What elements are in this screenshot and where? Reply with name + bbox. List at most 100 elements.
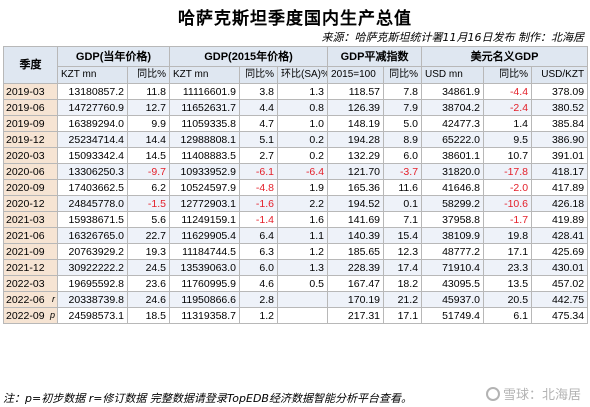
value-cell: 17.1 — [383, 307, 423, 324]
value-cell: -1.5 — [126, 195, 171, 212]
quarter-cell: 2019-09 — [3, 115, 58, 132]
value-cell: 7.9 — [383, 99, 423, 116]
value-cell: 391.01 — [531, 147, 589, 164]
quarter-label: 2020-03 — [6, 149, 45, 162]
value-cell: 13306250.3 — [57, 163, 128, 180]
quarter-cell: 2021-12 — [3, 259, 58, 276]
value-cell: 16389294.0 — [57, 115, 128, 132]
header-group-gdp-2015: GDP(2015年价格) — [169, 46, 329, 67]
value-cell: 58299.2 — [421, 195, 485, 212]
value-cell: 378.09 — [531, 83, 589, 100]
table-row: 2022-03 19695592.8 23.6 11760995.9 4.6 0.5 167… — [3, 275, 589, 292]
table-row: 2021-03 15938671.5 5.6 11249159.1 -1.4 1.6 141… — [3, 211, 589, 228]
value-cell: 4.4 — [239, 99, 279, 116]
value-cell: 167.47 — [327, 275, 385, 292]
quarter-label: 2022-06 — [6, 293, 45, 306]
value-cell: 418.17 — [531, 163, 589, 180]
value-cell: 16326765.0 — [57, 227, 128, 244]
value-cell: 14727760.9 — [57, 99, 128, 116]
value-cell: 475.34 — [531, 307, 589, 324]
value-cell: -1.6 — [239, 195, 279, 212]
value-cell: 194.52 — [327, 195, 385, 212]
value-cell: 0.8 — [277, 99, 329, 116]
value-cell: 13539063.0 — [169, 259, 241, 276]
quarter-cell: 2022-03 — [3, 275, 58, 292]
value-cell: 38601.1 — [421, 147, 485, 164]
table-row: 2020-12 24845778.0 -1.5 12772903.1 -1.6 2.2 19… — [3, 195, 589, 212]
value-cell: 185.65 — [327, 243, 385, 260]
value-cell: -6.4 — [277, 163, 329, 180]
value-cell: 0.2 — [277, 131, 329, 148]
value-cell: 15938671.5 — [57, 211, 128, 228]
quarter-label: 2021-09 — [6, 245, 45, 258]
value-cell: 23.3 — [483, 259, 533, 276]
value-cell: 43095.5 — [421, 275, 485, 292]
value-cell: 12.3 — [383, 243, 423, 260]
value-cell: 457.02 — [531, 275, 589, 292]
value-cell: 141.69 — [327, 211, 385, 228]
gdp-table: 季度 GDP(当年价格) GDP(2015年价格) GDP平减指数 美元名义GD… — [3, 46, 589, 324]
quarter-label: 2022-03 — [6, 277, 45, 290]
value-cell: 12772903.1 — [169, 195, 241, 212]
value-cell: 1.4 — [483, 115, 533, 132]
quarter-cell: 2019-03 — [3, 83, 58, 100]
value-cell: 1.3 — [277, 259, 329, 276]
value-cell: 0.2 — [277, 147, 329, 164]
value-cell: 6.4 — [239, 227, 279, 244]
quarter-cell: 2020-09 — [3, 179, 58, 196]
value-cell: 22.7 — [126, 227, 171, 244]
value-cell: 11249159.1 — [169, 211, 241, 228]
value-cell: 12.7 — [126, 99, 171, 116]
value-cell: -2.4 — [483, 99, 533, 116]
value-cell: 194.28 — [327, 131, 385, 148]
value-cell: 425.69 — [531, 243, 589, 260]
quarter-cell: 2021-06 — [3, 227, 58, 244]
value-cell: 126.39 — [327, 99, 385, 116]
subheader-cell: 同比% — [483, 66, 533, 84]
value-cell: 11950866.6 — [169, 291, 241, 308]
value-cell: 41646.8 — [421, 179, 485, 196]
quarter-label: 2019-03 — [6, 85, 45, 98]
table-row: 2019-12 25234714.4 14.4 12988808.1 5.1 0.2 194… — [3, 131, 589, 148]
value-cell: 11116601.9 — [169, 83, 241, 100]
value-cell: 12988808.1 — [169, 131, 241, 148]
value-cell: 24845778.0 — [57, 195, 128, 212]
table-row: 2020-06 13306250.3 -9.7 10933952.9 -6.1 -6.4 1… — [3, 163, 589, 180]
quarter-label: 2021-03 — [6, 213, 45, 226]
value-cell: 13180857.2 — [57, 83, 128, 100]
header-quarter: 季度 — [3, 46, 58, 84]
value-cell: -4.8 — [239, 179, 279, 196]
value-cell: 6.1 — [483, 307, 533, 324]
value-cell: 11184744.5 — [169, 243, 241, 260]
header-group-deflator: GDP平减指数 — [327, 46, 423, 67]
value-cell: -4.4 — [483, 83, 533, 100]
value-cell: 1.1 — [277, 227, 329, 244]
value-cell: 419.89 — [531, 211, 589, 228]
quarter-label: 2021-12 — [6, 261, 45, 274]
revision-flag: p — [49, 310, 55, 320]
value-cell: 1.2 — [239, 307, 279, 324]
value-cell: 37958.8 — [421, 211, 485, 228]
value-cell: 17403662.5 — [57, 179, 128, 196]
value-cell: 15.4 — [383, 227, 423, 244]
value-cell: 430.01 — [531, 259, 589, 276]
table-row: 2020-03 15093342.4 14.5 11408883.5 2.7 0.2 132… — [3, 147, 589, 164]
value-cell: 19.8 — [483, 227, 533, 244]
value-cell: 385.84 — [531, 115, 589, 132]
value-cell: 6.0 — [383, 147, 423, 164]
value-cell: 5.0 — [383, 115, 423, 132]
table-row: 2019-03 13180857.2 11.8 11116601.9 3.8 1.3 118… — [3, 83, 589, 100]
subheader-cell: 同比% — [126, 66, 171, 84]
value-cell: 21.2 — [383, 291, 423, 308]
value-cell — [277, 291, 329, 308]
value-cell: 7.1 — [383, 211, 423, 228]
value-cell: 11629905.4 — [169, 227, 241, 244]
quarter-cell: 2021-09 — [3, 243, 58, 260]
value-cell: 17.4 — [383, 259, 423, 276]
value-cell: 31820.0 — [421, 163, 485, 180]
value-cell: 45937.0 — [421, 291, 485, 308]
value-cell: 30922222.2 — [57, 259, 128, 276]
value-cell: 10933952.9 — [169, 163, 241, 180]
value-cell: 11319358.7 — [169, 307, 241, 324]
value-cell: -2.0 — [483, 179, 533, 196]
